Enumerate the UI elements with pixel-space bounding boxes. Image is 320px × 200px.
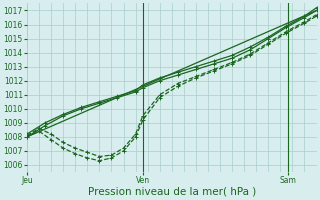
- X-axis label: Pression niveau de la mer( hPa ): Pression niveau de la mer( hPa ): [88, 187, 256, 197]
